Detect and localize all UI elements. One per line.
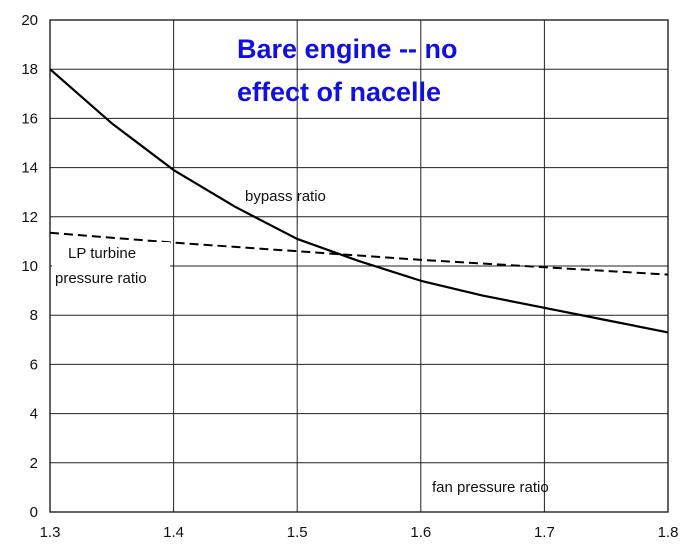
y-tick-label: 10 <box>21 258 38 275</box>
y-tick-label: 20 <box>21 12 38 29</box>
lp-turbine-label-line-1: LP turbine <box>68 245 136 262</box>
chart-title-line-2: effect of nacelle <box>237 77 441 107</box>
y-tick-label: 0 <box>30 504 38 521</box>
y-tick-label: 18 <box>21 61 38 78</box>
y-tick-label: 8 <box>30 307 38 324</box>
y-tick-label: 12 <box>21 209 38 226</box>
lp-turbine-pressure-ratio-line <box>49 231 669 276</box>
y-tick-label: 16 <box>21 110 38 127</box>
x-tick-label: 1.6 <box>410 524 431 541</box>
x-tick-label: 1.3 <box>40 524 61 541</box>
series-group <box>49 68 669 334</box>
y-tick-label: 4 <box>30 406 38 423</box>
tick-labels: 1.3 1.4 1.5 1.6 1.7 1.8 0 2 4 6 8 10 12 14 16 18 20 <box>21 12 678 541</box>
x-tick-label: 1.8 <box>658 524 679 541</box>
y-tick-label: 6 <box>30 356 38 373</box>
plot-frame <box>49 19 669 513</box>
lp-turbine-label-backdrop <box>52 242 170 290</box>
y-tick-label: 2 <box>30 455 38 472</box>
bypass-ratio-line <box>49 68 669 334</box>
x-tick-label: 1.7 <box>534 524 555 541</box>
lp-turbine-label-line-2: pressure ratio <box>55 270 147 287</box>
bypass-ratio-label: bypass ratio <box>245 188 326 205</box>
x-tick-label: 1.4 <box>163 524 184 541</box>
x-axis-label: fan pressure ratio <box>432 479 549 496</box>
x-tick-label: 1.5 <box>287 524 308 541</box>
y-tick-label: 14 <box>21 160 38 177</box>
chart-title-line-1: Bare engine -- no <box>237 34 458 64</box>
